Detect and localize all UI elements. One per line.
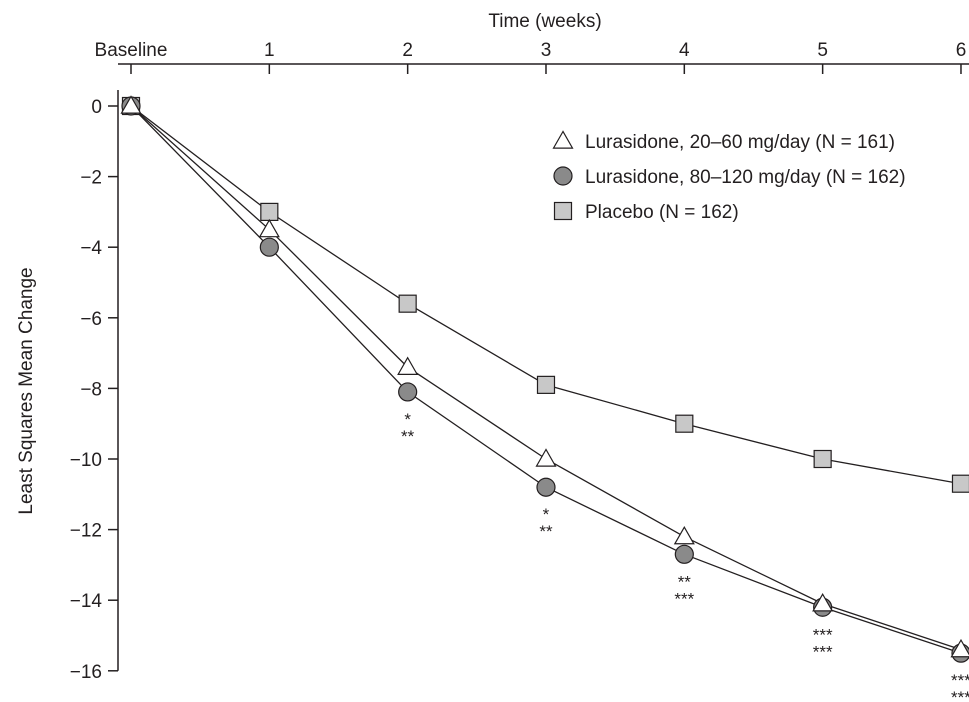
significance-mark: *** <box>674 589 694 608</box>
significance-mark: *** <box>813 625 833 644</box>
data-point-square <box>675 414 694 433</box>
series-line-square-gray <box>130 105 962 485</box>
data-point-square <box>813 449 832 469</box>
legend-marker-square <box>553 201 573 221</box>
data-point-circle <box>674 544 694 564</box>
y-tick-label: −14 <box>70 591 103 612</box>
legend: Lurasidone, 20–60 mg/day (N = 161) Lurasi… <box>552 130 906 223</box>
x-axis-title: Time (weeks) <box>488 11 601 32</box>
x-tick-label: 6 <box>956 40 967 61</box>
x-tick-label: 5 <box>817 40 828 61</box>
y-axis-title: Least Squares Mean Change <box>16 267 37 514</box>
data-point-triangle <box>812 593 834 612</box>
data-point-circle <box>259 237 279 257</box>
legend-item: Lurasidone, 80–120 mg/day (N = 162) <box>553 166 906 188</box>
y-tick-label: 0 <box>91 97 102 118</box>
significance-mark: * <box>543 505 550 524</box>
significance-mark: *** <box>813 642 833 661</box>
data-point-triangle <box>673 525 695 545</box>
significance-annotations: *********************** <box>401 410 969 702</box>
legend-label: Lurasidone, 80–120 mg/day (N = 162) <box>585 167 906 188</box>
significance-mark: *** <box>951 688 969 702</box>
significance-mark: *** <box>951 671 969 690</box>
data-point-square <box>398 294 417 313</box>
legend-label: Lurasidone, 20–60 mg/day (N = 161) <box>585 132 895 153</box>
data-point-circle <box>398 382 418 402</box>
y-tick-label: −16 <box>70 662 102 683</box>
series-markers <box>120 95 969 663</box>
x-tick-label: Baseline <box>95 40 168 61</box>
significance-mark: ** <box>539 522 553 541</box>
data-point-triangle <box>535 448 557 467</box>
legend-item: Lurasidone, 20–60 mg/day (N = 161) <box>552 130 895 153</box>
data-point-triangle <box>950 638 969 658</box>
data-point-square <box>536 375 556 394</box>
data-point-triangle <box>397 356 419 375</box>
data-point-triangle <box>120 95 142 114</box>
y-tick-label: −12 <box>70 521 102 542</box>
data-point-square <box>951 474 969 493</box>
data-point-circle <box>536 477 556 497</box>
significance-mark: ** <box>401 427 415 446</box>
legend-marker-circle <box>553 166 573 186</box>
x-tick-label: 2 <box>402 40 413 61</box>
y-tick-label: −2 <box>80 168 102 189</box>
x-tick-label: 1 <box>264 40 275 61</box>
significance-mark: ** <box>678 572 692 591</box>
data-point-triangle <box>258 218 280 238</box>
x-tick-label: 4 <box>679 40 690 61</box>
y-tick-label: −6 <box>80 309 102 330</box>
data-point-square <box>260 202 279 221</box>
significance-mark: * <box>404 410 411 429</box>
x-tick-label: 3 <box>541 40 552 61</box>
y-tick-label: −4 <box>80 238 102 259</box>
y-tick-label: −10 <box>70 450 102 471</box>
legend-marker-triangle <box>552 130 574 149</box>
legend-item: Placebo (N = 162) <box>553 201 739 223</box>
legend-label: Placebo (N = 162) <box>585 202 739 223</box>
axes: Baseline 1 2 3 4 5 6 0 −2 −4 −6 −8 −10 −12 −14 −16 <box>70 40 969 683</box>
y-tick-label: −8 <box>80 379 102 400</box>
